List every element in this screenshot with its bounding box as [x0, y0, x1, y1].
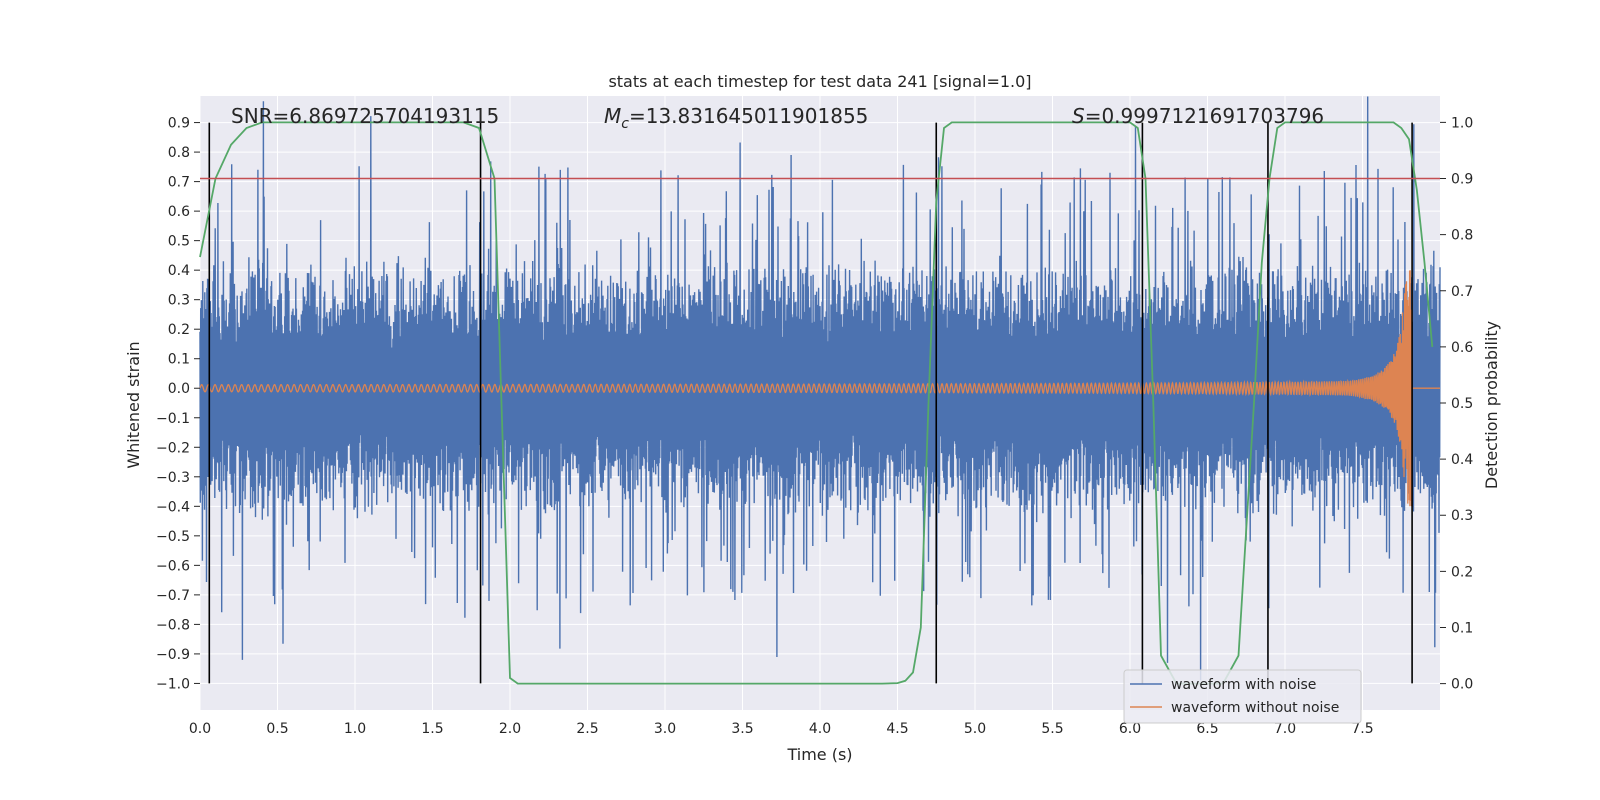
x-tick-label: 5.0 [964, 721, 986, 737]
chirp-mass-annotation: Mc=13.831645011901855 [604, 104, 868, 132]
chirp-mass-value: =13.831645011901855 [629, 104, 868, 128]
y2-tick-label: 0.9 [1451, 172, 1473, 188]
y-tick-label: 0.7 [168, 175, 190, 191]
legend-box [1123, 669, 1362, 724]
y-tick-label: −0.5 [156, 529, 190, 545]
x-tick-label: 4.0 [809, 721, 831, 737]
y-tick-label: −0.3 [156, 470, 190, 486]
y-tick-label: 0.9 [168, 116, 190, 132]
x-tick-label: 5.5 [1041, 721, 1063, 737]
chart-title: stats at each timestep for test data 241… [608, 72, 1031, 91]
y2-axis-ticks: 1.0 0.9 0.8 0.7 0.6 0.5 0.4 0.3 0.2 0.1 0.0 [1440, 115, 1473, 693]
y-tick-label: 0.4 [168, 263, 190, 279]
x-tick-label: 1.5 [421, 721, 443, 737]
chirp-mass-symbol: M [604, 104, 621, 128]
x-tick-label: 0.5 [266, 721, 288, 737]
y-tick-label: 0.1 [168, 352, 190, 368]
y-tick-label: −0.2 [156, 440, 190, 456]
y-tick-label: 0.3 [168, 293, 190, 309]
y-tick-label: 0.8 [168, 145, 190, 161]
y-axis-label: Whitened strain [124, 341, 143, 468]
legend: waveform with noise waveform without noi… [1123, 669, 1362, 724]
y-axis-ticks: 0.9 0.8 0.7 0.6 0.5 0.4 0.3 0.2 0.1 0.0 −0.1 −0.2 −0… [156, 116, 200, 692]
x-tick-label: 4.5 [886, 721, 908, 737]
s-annotation: S=0.9997121691703796 [1072, 104, 1324, 128]
y-tick-label: −0.1 [156, 411, 190, 427]
x-tick-label: 6.5 [1196, 721, 1218, 737]
x-tick-label: 2.0 [499, 721, 521, 737]
legend-clean-label: waveform without noise [1171, 700, 1339, 716]
series-detection-probability [199, 121, 1434, 685]
y-tick-label: −0.4 [156, 499, 190, 515]
y-tick-label: 0.6 [168, 204, 190, 220]
y2-tick-label: 0.8 [1451, 228, 1473, 244]
y2-axis-label: Detection probability [1482, 321, 1501, 489]
series-waveform-with-noise [199, 96, 1441, 681]
y2-tick-label: 0.7 [1451, 284, 1473, 300]
y-tick-label: 0.0 [168, 381, 190, 397]
y-tick-label: −0.8 [156, 617, 190, 633]
y2-tick-label: 0.4 [1451, 452, 1473, 468]
x-tick-label: 7.5 [1351, 721, 1373, 737]
y-tick-label: −0.9 [156, 647, 190, 663]
y2-tick-label: 0.2 [1451, 564, 1473, 580]
y2-tick-label: 0.3 [1451, 508, 1473, 524]
x-tick-label: 2.5 [576, 721, 598, 737]
x-tick-label: 0.0 [189, 721, 211, 737]
x-tick-label: 7.0 [1274, 721, 1296, 737]
noise-line [199, 96, 1441, 681]
s-symbol: S [1072, 104, 1085, 128]
x-tick-label: 3.5 [731, 721, 753, 737]
y2-tick-label: 0.1 [1451, 620, 1473, 636]
y2-tick-label: 1.0 [1451, 115, 1473, 131]
chirp-mass-subscript: c [621, 116, 629, 132]
x-tick-label: 6.0 [1119, 721, 1141, 737]
x-axis-label: Time (s) [786, 745, 852, 764]
legend-noise-label: waveform with noise [1171, 677, 1316, 693]
y2-tick-label: 0.6 [1451, 340, 1473, 356]
y2-tick-label: 0.5 [1451, 396, 1473, 412]
detection-markers [208, 122, 1413, 684]
y-tick-label: −0.7 [156, 588, 190, 604]
series-waveform-without-noise [199, 270, 1440, 507]
y-tick-label: −1.0 [156, 676, 190, 692]
x-axis-ticks: 0.0 0.5 1.0 1.5 2.0 2.5 3.0 3.5 4.0 4.5 5.0 5.5 6.0 6… [189, 721, 1374, 737]
y-tick-label: 0.5 [168, 234, 190, 250]
y-tick-label: 0.2 [168, 322, 190, 338]
y2-tick-label: 0.0 [1451, 677, 1473, 693]
snr-annotation: SNR=6.869725704193115 [231, 104, 499, 128]
clean-line [199, 270, 1440, 507]
x-tick-label: 3.0 [654, 721, 676, 737]
x-tick-label: 1.0 [344, 721, 366, 737]
s-value: =0.9997121691703796 [1085, 104, 1324, 128]
y-tick-label: −0.6 [156, 558, 190, 574]
